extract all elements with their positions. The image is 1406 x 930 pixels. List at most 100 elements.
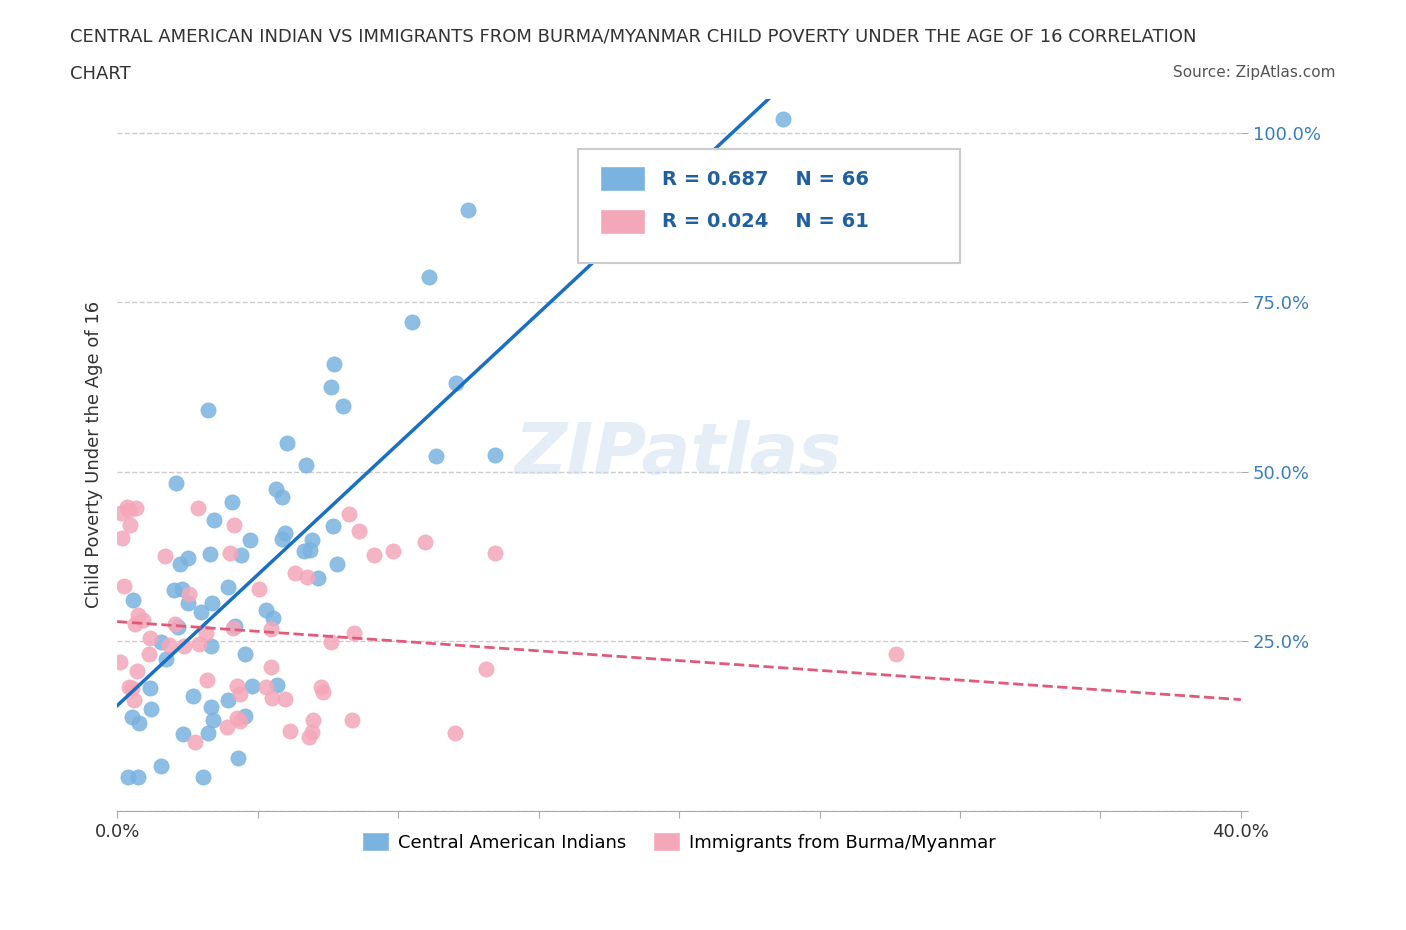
- Point: [280, 724, 302, 739]
- Point: [111, 530, 134, 545]
- Point: [153, 549, 176, 564]
- Point: [170, 581, 193, 596]
- Text: Source: ZipAtlas.com: Source: ZipAtlas.com: [1173, 65, 1336, 80]
- Point: [218, 546, 240, 561]
- Point: [309, 680, 332, 695]
- Point: [122, 693, 145, 708]
- Point: [363, 548, 385, 563]
- Point: [177, 595, 200, 610]
- Point: [592, 200, 614, 215]
- Point: [217, 720, 239, 735]
- Point: [117, 770, 139, 785]
- Point: [319, 634, 342, 649]
- Point: [112, 578, 135, 593]
- Point: [149, 758, 172, 773]
- Point: [128, 715, 150, 730]
- Point: [224, 518, 246, 533]
- Point: [284, 565, 307, 580]
- Point: [273, 691, 295, 706]
- Point: [127, 770, 149, 785]
- Point: [177, 551, 200, 565]
- Point: [226, 751, 249, 765]
- Point: [125, 664, 148, 679]
- Point: [260, 659, 283, 674]
- Point: [163, 582, 186, 597]
- Point: [122, 592, 145, 607]
- Point: [195, 672, 218, 687]
- Point: [254, 680, 277, 695]
- Point: [200, 699, 222, 714]
- Point: [298, 542, 321, 557]
- Point: [457, 203, 479, 218]
- Point: [200, 639, 222, 654]
- Point: [292, 544, 315, 559]
- Point: [149, 634, 172, 649]
- FancyBboxPatch shape: [578, 149, 960, 262]
- Point: [115, 500, 138, 515]
- Point: [484, 546, 506, 561]
- Point: [165, 475, 187, 490]
- Point: [229, 714, 252, 729]
- Point: [312, 684, 335, 699]
- Point: [118, 518, 141, 533]
- Text: R = 0.024    N = 61: R = 0.024 N = 61: [662, 212, 869, 232]
- Point: [295, 458, 318, 472]
- Point: [157, 638, 180, 653]
- Point: [298, 730, 321, 745]
- Text: ZIPatlas: ZIPatlas: [516, 420, 842, 489]
- Point: [177, 587, 200, 602]
- Point: [221, 495, 243, 510]
- Point: [262, 690, 284, 705]
- Point: [201, 595, 224, 610]
- Point: [124, 501, 146, 516]
- Point: [418, 270, 440, 285]
- Point: [297, 569, 319, 584]
- Point: [121, 710, 143, 724]
- Point: [229, 548, 252, 563]
- Point: [138, 631, 160, 645]
- Point: [138, 646, 160, 661]
- Point: [302, 713, 325, 728]
- Point: [301, 532, 323, 547]
- Point: [163, 617, 186, 631]
- Point: [349, 524, 371, 538]
- Text: CENTRAL AMERICAN INDIAN VS IMMIGRANTS FROM BURMA/MYANMAR CHILD POVERTY UNDER THE: CENTRAL AMERICAN INDIAN VS IMMIGRANTS FR…: [70, 28, 1197, 46]
- Point: [173, 638, 195, 653]
- Point: [254, 603, 277, 618]
- Point: [191, 770, 214, 785]
- Point: [425, 449, 447, 464]
- Point: [172, 726, 194, 741]
- Legend: Central American Indians, Immigrants from Burma/Myanmar: Central American Indians, Immigrants fro…: [354, 825, 1004, 859]
- Point: [820, 162, 842, 177]
- Point: [198, 546, 221, 561]
- Point: [444, 725, 467, 740]
- Point: [202, 712, 225, 727]
- Point: [772, 112, 794, 126]
- Point: [190, 604, 212, 619]
- Point: [194, 626, 217, 641]
- Point: [138, 681, 160, 696]
- FancyBboxPatch shape: [600, 209, 645, 234]
- Point: [181, 688, 204, 703]
- Point: [118, 679, 141, 694]
- Point: [226, 711, 249, 725]
- Point: [484, 447, 506, 462]
- Point: [229, 686, 252, 701]
- Point: [401, 315, 423, 330]
- Point: [217, 579, 239, 594]
- Point: [167, 620, 190, 635]
- Point: [239, 533, 262, 548]
- Point: [141, 702, 163, 717]
- Point: [187, 637, 209, 652]
- Point: [332, 399, 354, 414]
- Point: [118, 503, 141, 518]
- Point: [322, 518, 344, 533]
- Point: [108, 655, 131, 670]
- Point: [110, 506, 132, 521]
- Point: [226, 678, 249, 693]
- Point: [233, 709, 256, 724]
- Point: [262, 611, 284, 626]
- Point: [204, 513, 226, 528]
- Point: [266, 678, 288, 693]
- Point: [301, 724, 323, 739]
